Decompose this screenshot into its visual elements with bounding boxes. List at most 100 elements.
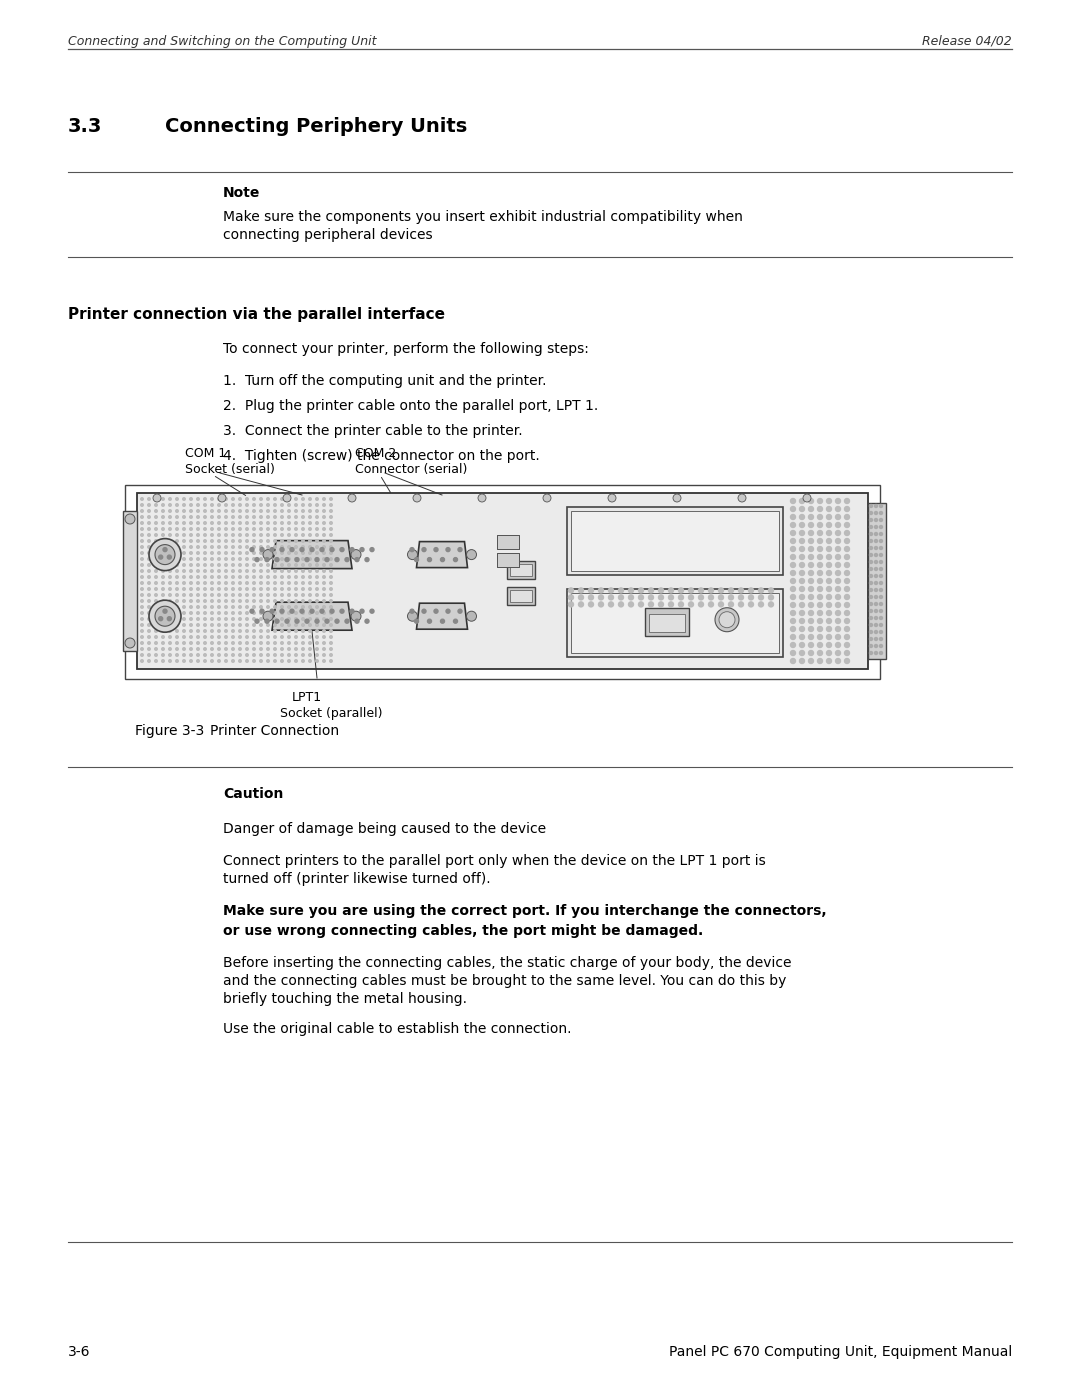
Circle shape bbox=[210, 563, 214, 567]
Text: or use wrong connecting cables, the port might be damaged.: or use wrong connecting cables, the port… bbox=[222, 923, 703, 937]
Circle shape bbox=[210, 599, 214, 604]
Circle shape bbox=[260, 548, 264, 552]
Circle shape bbox=[183, 581, 186, 585]
Circle shape bbox=[869, 525, 873, 528]
Circle shape bbox=[308, 599, 312, 604]
Circle shape bbox=[238, 592, 242, 597]
Circle shape bbox=[189, 610, 193, 615]
Circle shape bbox=[845, 619, 850, 623]
Circle shape bbox=[836, 643, 840, 647]
Circle shape bbox=[259, 587, 264, 591]
Circle shape bbox=[718, 588, 724, 592]
Circle shape bbox=[836, 563, 840, 567]
Circle shape bbox=[245, 557, 249, 562]
Circle shape bbox=[648, 595, 653, 599]
Circle shape bbox=[195, 539, 200, 543]
Circle shape bbox=[836, 610, 840, 616]
Circle shape bbox=[259, 509, 264, 513]
Text: 3-6: 3-6 bbox=[68, 1345, 91, 1359]
Circle shape bbox=[301, 647, 305, 651]
Circle shape bbox=[287, 599, 291, 604]
Circle shape bbox=[252, 576, 256, 578]
Circle shape bbox=[183, 617, 186, 622]
Circle shape bbox=[252, 636, 256, 638]
Circle shape bbox=[689, 602, 693, 606]
Circle shape bbox=[280, 545, 284, 549]
Circle shape bbox=[315, 539, 319, 543]
Circle shape bbox=[161, 659, 165, 664]
Circle shape bbox=[189, 636, 193, 638]
Circle shape bbox=[140, 545, 144, 549]
Circle shape bbox=[168, 545, 172, 549]
Circle shape bbox=[315, 569, 319, 573]
Circle shape bbox=[161, 647, 165, 651]
Text: To connect your printer, perform the following steps:: To connect your printer, perform the fol… bbox=[222, 342, 589, 356]
Circle shape bbox=[259, 581, 264, 585]
Circle shape bbox=[845, 546, 850, 552]
Circle shape bbox=[422, 548, 426, 552]
Circle shape bbox=[804, 495, 811, 502]
Circle shape bbox=[252, 521, 256, 525]
Circle shape bbox=[249, 609, 254, 613]
Circle shape bbox=[879, 511, 882, 514]
Circle shape bbox=[203, 581, 207, 585]
Circle shape bbox=[203, 587, 207, 591]
Circle shape bbox=[809, 626, 813, 631]
Circle shape bbox=[224, 545, 228, 549]
Circle shape bbox=[195, 534, 200, 536]
Circle shape bbox=[301, 617, 305, 622]
Circle shape bbox=[259, 652, 264, 657]
Circle shape bbox=[183, 509, 186, 513]
Circle shape bbox=[175, 497, 179, 502]
Circle shape bbox=[175, 576, 179, 578]
Circle shape bbox=[791, 507, 796, 511]
Circle shape bbox=[301, 610, 305, 615]
Circle shape bbox=[238, 557, 242, 562]
Circle shape bbox=[175, 527, 179, 531]
Circle shape bbox=[140, 557, 144, 562]
Circle shape bbox=[836, 658, 840, 664]
Circle shape bbox=[826, 602, 832, 608]
Circle shape bbox=[619, 595, 623, 599]
Circle shape bbox=[161, 599, 165, 604]
Circle shape bbox=[879, 532, 882, 535]
Circle shape bbox=[826, 531, 832, 535]
Circle shape bbox=[287, 503, 291, 507]
Circle shape bbox=[168, 605, 172, 609]
Circle shape bbox=[322, 539, 326, 543]
Circle shape bbox=[140, 527, 144, 531]
Circle shape bbox=[280, 629, 284, 633]
Circle shape bbox=[280, 610, 284, 615]
Circle shape bbox=[147, 550, 151, 555]
Circle shape bbox=[329, 623, 333, 627]
Circle shape bbox=[365, 557, 369, 562]
Circle shape bbox=[351, 549, 361, 560]
Circle shape bbox=[210, 617, 214, 622]
Circle shape bbox=[543, 495, 551, 502]
Circle shape bbox=[809, 563, 813, 567]
Circle shape bbox=[638, 595, 644, 599]
Circle shape bbox=[329, 647, 333, 651]
Circle shape bbox=[224, 629, 228, 633]
Circle shape bbox=[370, 609, 374, 613]
Circle shape bbox=[648, 588, 653, 592]
Circle shape bbox=[638, 588, 644, 592]
Circle shape bbox=[252, 652, 256, 657]
Circle shape bbox=[140, 550, 144, 555]
Polygon shape bbox=[272, 602, 352, 630]
Circle shape bbox=[140, 515, 144, 520]
Circle shape bbox=[183, 550, 186, 555]
Circle shape bbox=[161, 610, 165, 615]
Circle shape bbox=[217, 581, 221, 585]
Circle shape bbox=[729, 588, 733, 592]
Circle shape bbox=[175, 605, 179, 609]
Circle shape bbox=[301, 545, 305, 549]
Circle shape bbox=[147, 605, 151, 609]
Circle shape bbox=[329, 587, 333, 591]
Circle shape bbox=[301, 652, 305, 657]
Bar bbox=[497, 553, 519, 567]
Circle shape bbox=[231, 550, 235, 555]
Circle shape bbox=[210, 581, 214, 585]
Circle shape bbox=[308, 623, 312, 627]
Circle shape bbox=[231, 659, 235, 664]
